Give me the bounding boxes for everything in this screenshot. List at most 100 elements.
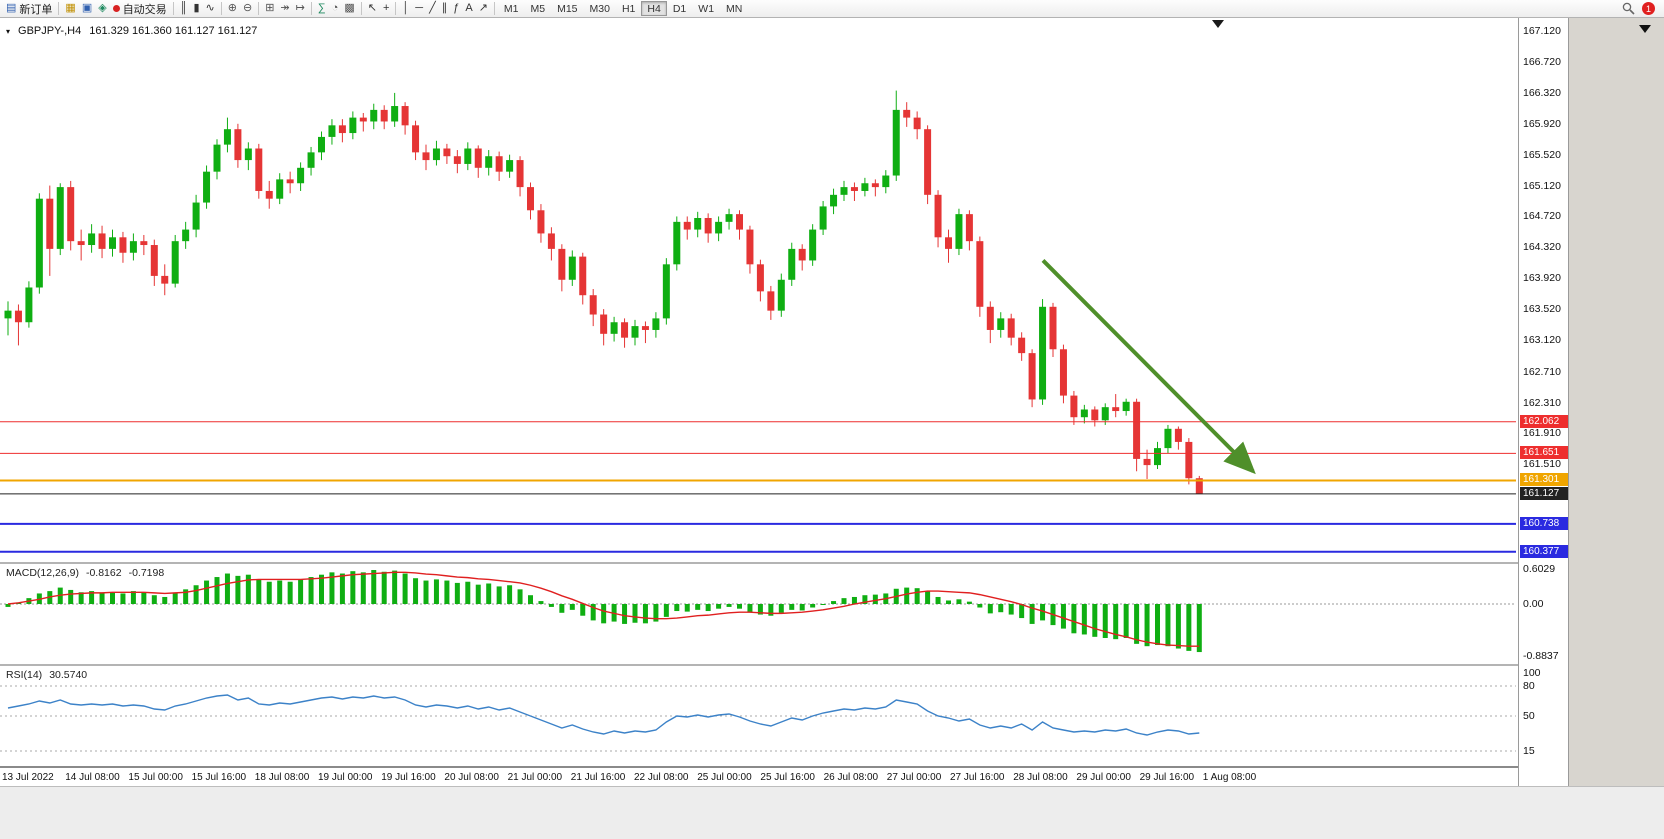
timeframe-button-h1[interactable]: H1 — [621, 2, 636, 15]
candle-body — [1174, 428, 1182, 442]
bar-chart-button[interactable]: ║ — [177, 1, 191, 16]
macd-histogram-bar — [632, 604, 638, 623]
macd-histogram-bar — [799, 604, 805, 611]
candle-body — [401, 106, 409, 126]
candle-body — [882, 175, 890, 188]
candle-body — [1007, 318, 1015, 338]
macd-indicator-label: MACD(12,26,9) -0.8162 -0.7198 — [6, 567, 164, 579]
macd-histogram-bar — [1186, 604, 1192, 651]
timeframe-button-m30[interactable]: M30 — [589, 2, 610, 15]
timeframe-button-m5[interactable]: M5 — [530, 2, 546, 15]
candle-body — [819, 206, 827, 230]
timeframe-button-w1[interactable]: W1 — [698, 2, 715, 15]
price-axis[interactable]: 167.120 166.720 166.320 165.920 165.520 165.1… — [1518, 18, 1568, 786]
timeframe-button-d1[interactable]: D1 — [672, 2, 687, 15]
search-button[interactable] — [1619, 1, 1638, 16]
arrows-tool-button[interactable]: ↗ — [476, 1, 491, 16]
candle-body — [255, 148, 263, 191]
line-chart-button[interactable]: ∿ — [203, 1, 218, 16]
candlestick-button[interactable]: ▮ — [190, 1, 202, 16]
candle-body — [1122, 401, 1130, 412]
periods-button[interactable]: ◔ — [329, 1, 342, 16]
macd-histogram-bar — [935, 596, 941, 604]
candle-body — [297, 167, 305, 184]
zoom-in-button[interactable]: ⊕ — [225, 1, 240, 16]
auto-trading-button[interactable]: 自动交易 — [110, 1, 170, 16]
macd-histogram-bar — [193, 585, 199, 604]
timeframe-button-m15[interactable]: M15 — [557, 2, 578, 15]
auto-scroll-button[interactable]: ↠ — [277, 1, 292, 16]
profiles-button[interactable]: ▦ — [62, 1, 78, 16]
macd-histogram-bar — [653, 604, 659, 622]
macd-histogram-bar — [381, 571, 387, 604]
macd-histogram-bar — [1165, 604, 1171, 647]
fibonacci-tool-button[interactable]: ƒ — [450, 1, 462, 16]
tile-windows-button[interactable]: ⊞ — [262, 1, 277, 16]
macd-panel[interactable] — [0, 564, 1518, 664]
symbol-menu-icon[interactable]: ▾ — [6, 26, 11, 36]
candle-body — [683, 221, 691, 230]
zoom-out-button[interactable]: ⊖ — [240, 1, 255, 16]
candle-body — [547, 233, 555, 249]
macd-histogram-bar — [998, 604, 1004, 613]
price-chart-plot[interactable] — [0, 18, 1518, 562]
candle-body — [777, 279, 785, 311]
macd-histogram-bar — [622, 604, 628, 624]
macd-histogram-bar — [454, 582, 460, 604]
macd-histogram-bar — [904, 587, 910, 604]
macd-histogram-bar — [204, 580, 210, 604]
indicators-button[interactable]: ∑ — [315, 1, 329, 16]
macd-histogram-bar — [778, 604, 784, 613]
chart-shift-marker-icon[interactable] — [1212, 20, 1224, 28]
notification-badge[interactable]: 1 — [1642, 2, 1655, 15]
trend-arrow-annotation[interactable] — [1041, 259, 1256, 475]
toolbar-separator — [395, 2, 397, 15]
cursor-tool-button[interactable]: ↖ — [365, 1, 380, 16]
chart-shift-button[interactable]: ↦ — [293, 1, 308, 16]
macd-histogram-bar — [642, 604, 648, 624]
price-tick-label: 163.920 — [1523, 272, 1561, 285]
macd-histogram-bar — [1155, 604, 1160, 646]
data-window-button[interactable]: ▣ — [79, 1, 95, 16]
text-tool-button[interactable]: A — [462, 1, 475, 16]
rsi-axis-label: 50 — [1523, 710, 1535, 722]
candle-body — [850, 187, 858, 191]
time-axis-label: 1 Aug 08:00 — [1202, 772, 1257, 783]
channel-tool-button[interactable]: ∥ — [439, 1, 451, 16]
vertical-line-tool-button[interactable]: │ — [399, 1, 412, 16]
candle-body — [432, 148, 440, 161]
templates-button[interactable]: ▩ — [341, 1, 357, 16]
candle-body — [203, 171, 211, 203]
candle-body — [568, 256, 576, 280]
macd-histogram-bar — [245, 574, 251, 604]
price-tick-label: 164.720 — [1523, 210, 1561, 223]
candle-body — [986, 306, 994, 330]
candle-body — [725, 214, 733, 222]
new-order-button[interactable]: ▤ 新订单 — [3, 1, 55, 16]
time-axis[interactable]: 13 Jul 2022 14 Jul 08:00 15 Jul 00:00 15 Ju… — [0, 766, 1518, 786]
crosshair-tool-button[interactable]: + — [380, 1, 392, 16]
candle-body — [213, 144, 221, 172]
candle-body — [788, 248, 796, 280]
navigator-button[interactable]: ◈ — [95, 1, 109, 16]
panel-splitter[interactable] — [0, 664, 1568, 666]
trendline-tool-button[interactable]: ╱ — [426, 1, 439, 16]
macd-histogram-bar — [820, 604, 826, 605]
macd-histogram-bar — [172, 593, 178, 604]
candle-body — [307, 152, 315, 168]
candle-body — [871, 183, 879, 188]
rsi-name: RSI(14) — [6, 669, 43, 681]
macd-histogram-bar — [329, 572, 335, 604]
macd-histogram-bar — [1008, 604, 1014, 615]
timeframe-button-h4[interactable]: H4 — [641, 1, 667, 16]
candle-body — [840, 187, 848, 195]
horizontal-line-tool-button[interactable]: ─ — [412, 1, 426, 16]
macd-histogram-bar — [789, 604, 795, 610]
panel-splitter[interactable] — [0, 562, 1568, 564]
rsi-panel[interactable] — [0, 666, 1518, 766]
macd-histogram-bar — [183, 589, 189, 604]
timeframe-button-m1[interactable]: M1 — [503, 2, 519, 15]
timeframe-button-mn[interactable]: MN — [726, 2, 743, 15]
candle-body — [506, 160, 514, 172]
time-axis-label: 20 Jul 08:00 — [444, 772, 499, 783]
